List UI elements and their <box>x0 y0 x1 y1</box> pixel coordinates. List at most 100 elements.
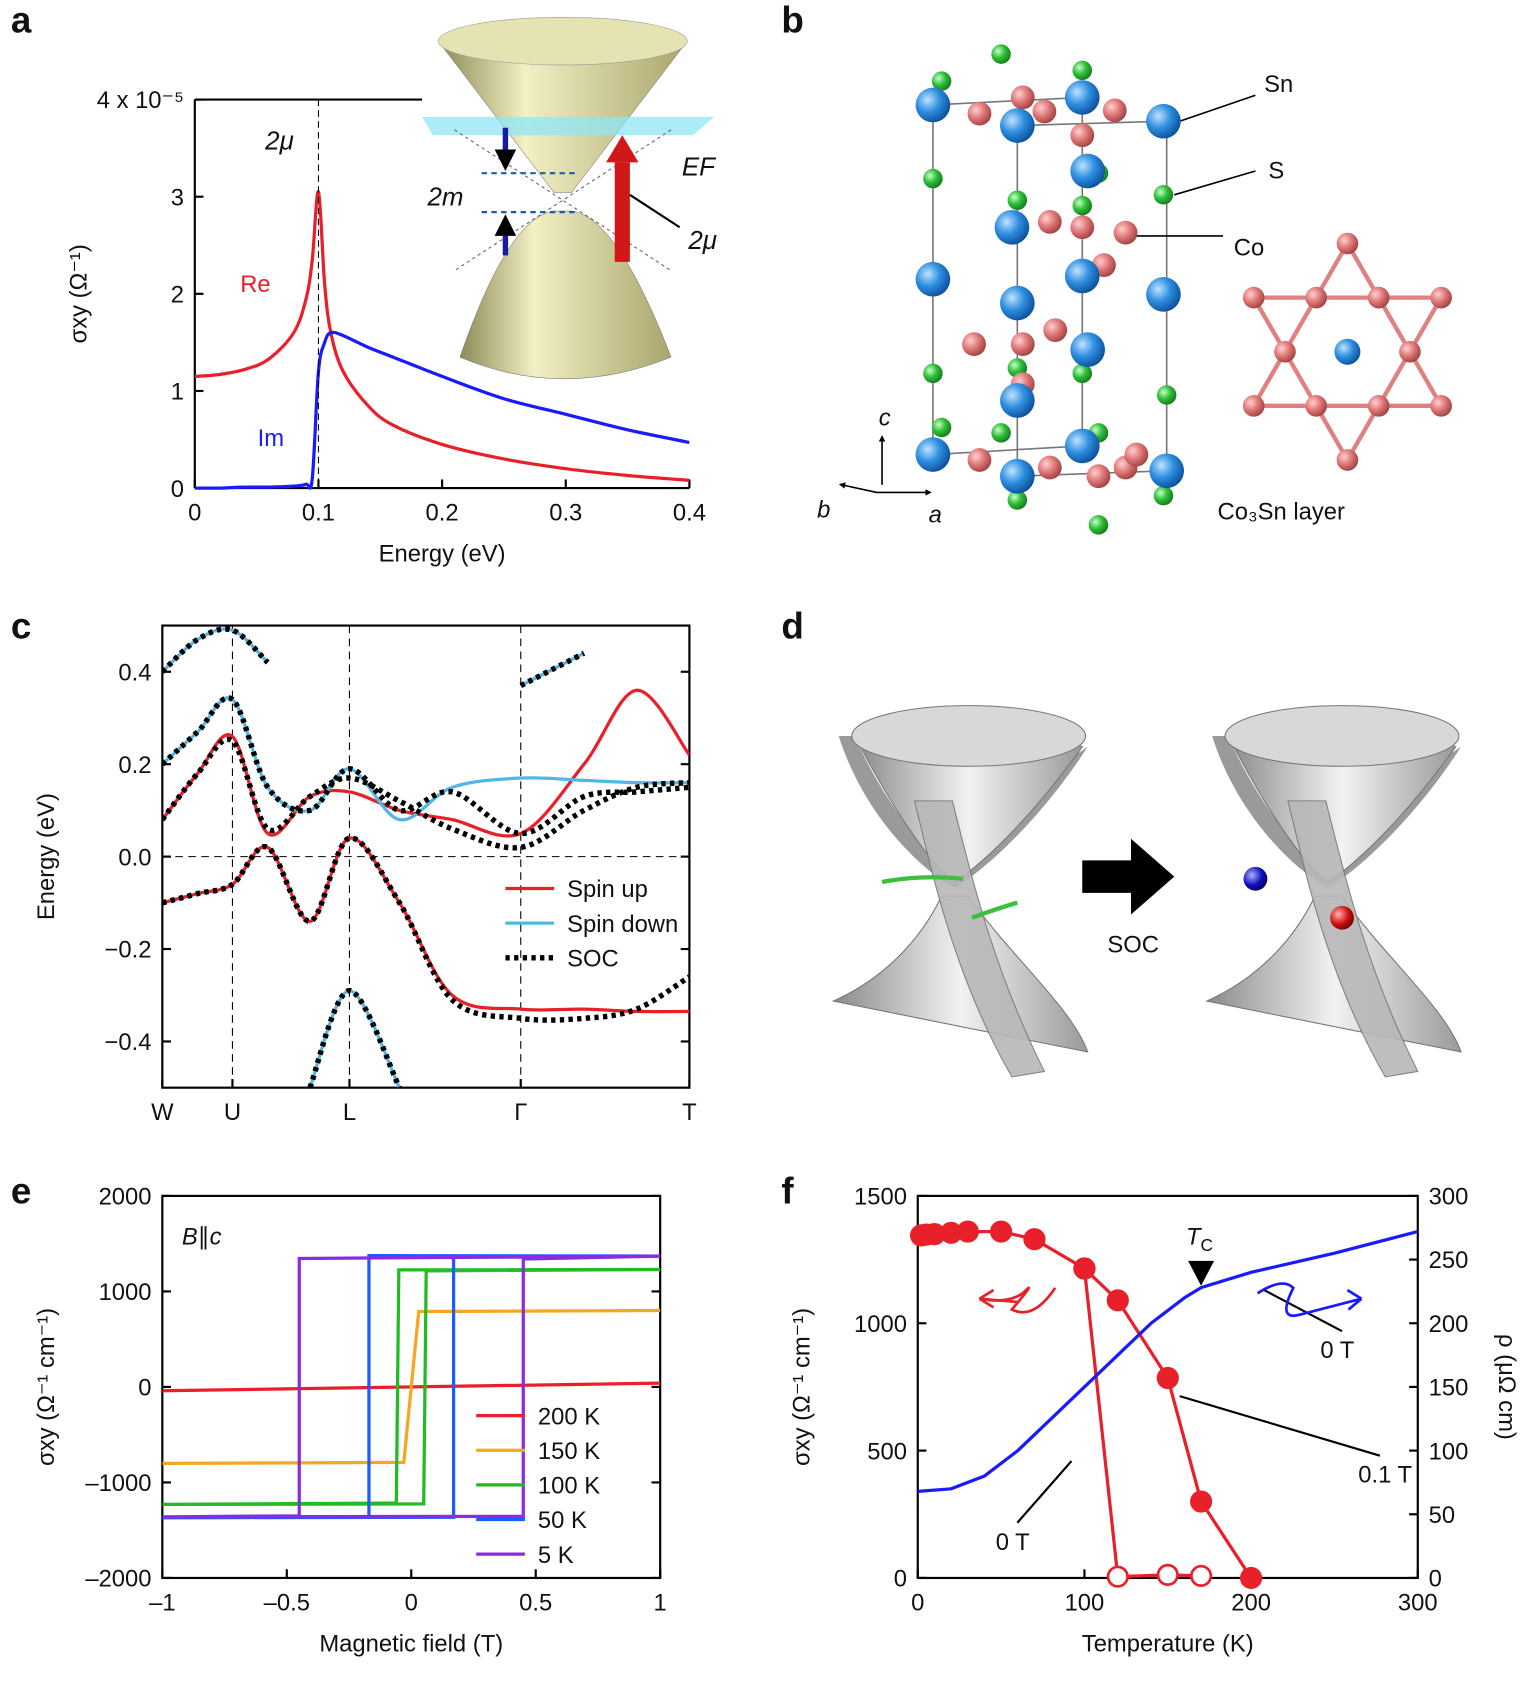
series-line <box>162 627 269 673</box>
x-tick-label: 0 <box>911 1589 924 1616</box>
panel-label: c <box>11 606 31 647</box>
x-tick-label: 0.3 <box>549 500 582 527</box>
y-tick-label: 2000 <box>99 1184 152 1211</box>
tc-marker <box>1188 1260 1215 1286</box>
x-axis-label: Magnetic field (T) <box>319 1631 503 1658</box>
x-tick-label: 200 <box>1231 1589 1271 1616</box>
atom <box>1336 232 1359 255</box>
atom <box>1064 80 1100 115</box>
atom-label: Sn <box>1264 71 1293 98</box>
atom <box>923 168 943 189</box>
atom <box>1124 442 1149 467</box>
annotation: TC <box>1186 1224 1213 1255</box>
callout-line <box>1179 1395 1381 1457</box>
series-line <box>519 650 586 689</box>
atom <box>931 417 952 438</box>
atom <box>1000 108 1035 143</box>
y-tick-label: 0 <box>138 1375 151 1402</box>
axis-label: a <box>929 502 942 529</box>
atom <box>1088 515 1109 535</box>
atom <box>1064 258 1100 294</box>
series-line <box>917 1229 1418 1493</box>
atom <box>1070 153 1105 189</box>
series-line <box>194 190 690 482</box>
y-tick-label: 1500 <box>854 1184 907 1211</box>
chart: W U L Γ T −0.4 −0.2 0.0 0.2 0.4 Energy (eV) Spin up… <box>33 624 697 1126</box>
atom <box>1153 485 1174 506</box>
y2-tick-label: 100 <box>1429 1438 1469 1465</box>
y2-tick-label: 0 <box>1429 1566 1442 1593</box>
atom <box>931 71 952 91</box>
series-line <box>162 695 690 837</box>
panel-label: d <box>781 606 803 647</box>
series-line <box>308 989 401 1089</box>
y-tick-label: 500 <box>867 1438 907 1465</box>
x-axis-label: Energy (eV) <box>379 541 506 568</box>
atom <box>962 332 986 357</box>
y-tick-label: 0.2 <box>118 752 151 779</box>
x-tick-label: 0.5 <box>519 1589 552 1616</box>
x-tick-label: W <box>151 1099 174 1126</box>
atom <box>1242 395 1265 417</box>
x-tick-label: 100 <box>1065 1589 1105 1616</box>
x-tick-label: –1 <box>149 1589 175 1616</box>
atom <box>1305 286 1328 309</box>
atom <box>1000 285 1035 321</box>
callout-line <box>1263 1289 1343 1333</box>
annotation: 2m <box>426 182 463 212</box>
marker <box>1023 1228 1046 1251</box>
atom <box>915 437 951 472</box>
kagome-bond <box>1249 239 1445 409</box>
x-tick-label: –0.5 <box>264 1589 310 1616</box>
atom <box>1032 99 1057 124</box>
atom <box>991 44 1011 64</box>
atom <box>1399 340 1421 363</box>
surface-diagram <box>831 705 1462 1078</box>
y-tick-label: 4 x 10⁻⁵ <box>97 87 184 114</box>
panel-label: b <box>781 0 803 40</box>
series-group <box>162 1253 661 1520</box>
atom <box>1336 449 1359 471</box>
y-tick-label: 0 <box>894 1566 907 1593</box>
legend-label: 150 K <box>538 1438 600 1465</box>
atom <box>1000 383 1035 418</box>
atom <box>1156 385 1177 405</box>
atom <box>967 448 992 472</box>
y2-axis-label: ρ (μΩ cm) <box>1493 1334 1520 1440</box>
atom <box>1274 340 1296 363</box>
atom <box>967 101 992 126</box>
x-tick-label: Γ <box>514 1099 527 1126</box>
series-line <box>162 626 270 674</box>
atom <box>1010 85 1035 110</box>
atom <box>1007 190 1028 210</box>
axis-arrow <box>1256 1282 1363 1318</box>
y-tick-label: 1000 <box>99 1279 152 1306</box>
annotation-text: T <box>1186 1224 1202 1251</box>
y-tick-label: −0.4 <box>105 1029 152 1056</box>
series-line <box>162 835 690 1023</box>
x-axis-label: Temperature (K) <box>1082 1631 1254 1658</box>
marker <box>956 1220 979 1243</box>
atom <box>994 209 1030 245</box>
cone-inset <box>422 17 715 379</box>
atom <box>1430 395 1452 417</box>
marker <box>1190 1564 1213 1588</box>
legend-label: SOC <box>567 945 619 972</box>
marker <box>1073 1257 1096 1280</box>
series-line <box>307 987 402 1089</box>
atom <box>1070 332 1105 367</box>
y-tick-label: −0.2 <box>105 937 152 964</box>
atom <box>1153 185 1174 205</box>
y-axis-label: σxy (Ω⁻¹ cm⁻¹) <box>789 1308 816 1466</box>
series-line <box>1082 1268 1202 1579</box>
atom <box>1070 215 1095 240</box>
axis-label: c <box>879 404 891 431</box>
atom <box>1113 220 1138 245</box>
chart: 0 0.1 0.2 0.3 0.4 0 1 2 3 4 x 10⁻⁵ Energy (eV) σxy … <box>66 87 718 567</box>
atom <box>1064 428 1100 464</box>
legend-label: Spin down <box>567 911 678 938</box>
atom <box>1305 395 1328 417</box>
x-tick-label: 1 <box>654 1589 667 1616</box>
atom <box>1242 286 1265 309</box>
annotation: B∥c <box>182 1224 222 1251</box>
